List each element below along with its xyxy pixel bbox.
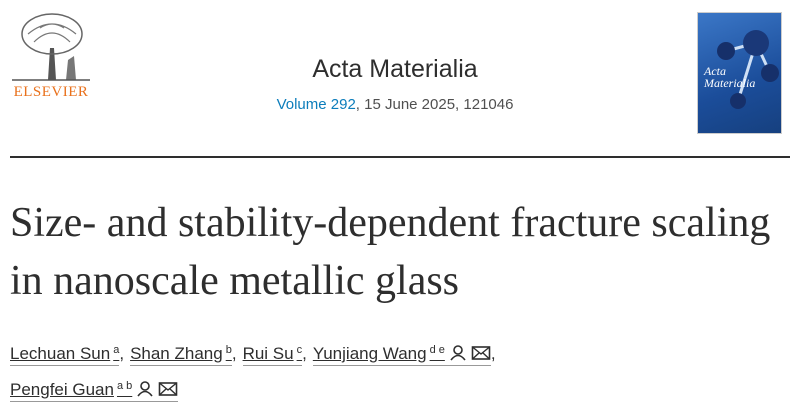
cover-title: Acta Materialia <box>704 64 756 90</box>
publisher-name: ELSEVIER <box>13 84 89 100</box>
publisher-logo <box>12 13 90 81</box>
author: Rui Su c, <box>242 334 307 370</box>
author-affiliation: d e <box>429 344 445 356</box>
issue-info: , 15 June 2025, 121046 <box>355 96 514 113</box>
author-name[interactable]: Yunjiang Wang d e <box>312 344 491 366</box>
author-affiliation: a b <box>116 380 133 392</box>
author: Yunjiang Wang d e, <box>312 334 496 370</box>
author-email-icon[interactable] <box>471 345 491 361</box>
journal-cover[interactable]: Acta Materialia <box>697 12 782 134</box>
cover-art <box>717 30 779 109</box>
author-affiliation: c <box>296 344 303 356</box>
article-title: Size- and stability-dependent fracture s… <box>10 200 771 304</box>
author-affiliation: a <box>113 344 120 356</box>
author-name[interactable]: Shan Zhang b <box>130 344 232 366</box>
separator: , <box>231 344 237 363</box>
separator: , <box>119 344 125 363</box>
author-name[interactable]: Lechuan Sun a <box>10 344 120 366</box>
author-name[interactable]: Rui Su c <box>242 344 303 366</box>
author-affiliation: b <box>225 344 232 356</box>
author: Shan Zhang b, <box>130 334 237 370</box>
author-profile-icon[interactable] <box>449 345 467 361</box>
divider <box>10 156 790 158</box>
author: Pengfei Guan a b <box>10 370 179 406</box>
separator: , <box>302 344 307 363</box>
author-list: Lechuan Sun a, Shan Zhang b, Rui Su c, Yunjian… <box>10 334 650 406</box>
separator: , <box>490 344 496 363</box>
author-email-icon[interactable] <box>158 381 178 397</box>
author-profile-icon[interactable] <box>136 381 154 397</box>
author-name[interactable]: Pengfei Guan a b <box>10 380 179 402</box>
journal-name[interactable]: Acta Materialia <box>312 55 478 83</box>
author: Lechuan Sun a, <box>10 334 124 370</box>
volume-line: Volume 292, 15 June 2025, 121046 <box>200 96 590 113</box>
volume-link[interactable]: Volume 292 <box>276 96 356 113</box>
